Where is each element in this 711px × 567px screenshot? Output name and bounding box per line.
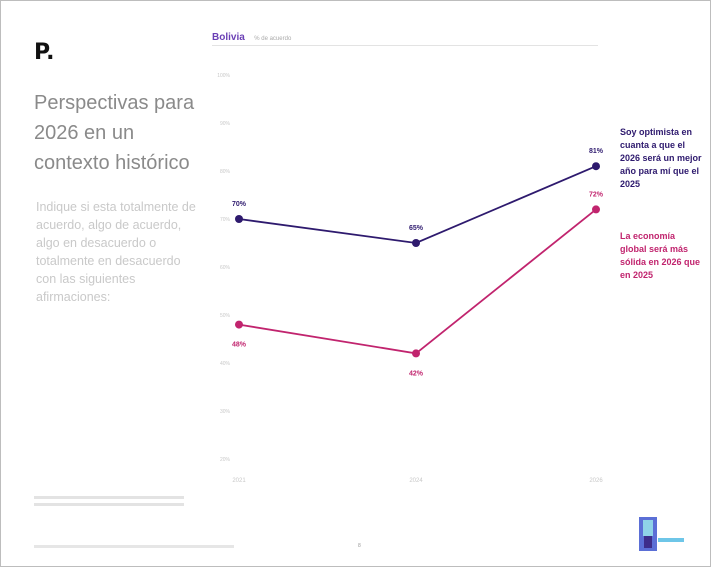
brand-mark: P. [34,40,55,65]
y-tick-label: 40% [220,361,231,367]
x-tick-label: 2024 [409,478,423,484]
x-tick-label: 2026 [589,478,603,484]
y-tick-label: 70% [220,217,231,223]
data-label: 42% [409,370,424,377]
legend-series-optimism: Soy optimista en cuanta a que el 2026 se… [620,127,702,189]
data-point [412,239,420,247]
question-text: Indique si esta totalmente de acuerdo, a… [36,200,196,304]
data-label: 48% [232,342,247,349]
y-tick-label: 60% [220,265,231,271]
y-tick-label: 50% [220,313,231,319]
source-note [34,494,184,510]
data-label: 65% [409,225,424,232]
page-number: 8 [358,543,361,549]
chart-header: Bolivia % de acuerdo [212,27,598,46]
data-point [235,320,243,329]
y-tick-label: 100% [217,73,230,79]
data-label: 72% [589,191,604,198]
data-point [235,215,243,223]
legend-series-economy: La economía global será más sólida en 20… [620,231,701,280]
y-tick-label: 90% [220,121,231,127]
y-tick-label: 20% [220,457,231,463]
data-label: 70% [232,201,247,208]
source-line [34,503,184,506]
page-title: Perspectivas para 2026 en un contexto hi… [34,92,195,174]
data-point [592,205,600,214]
x-tick-label: 2021 [232,478,246,484]
data-point [592,162,600,171]
y-tick-label: 80% [220,169,231,175]
source-line [34,496,184,499]
brand-logo-icon [639,517,684,551]
y-tick-label: 30% [220,409,231,415]
data-point [412,349,420,358]
chart-country: Bolivia [212,32,245,43]
data-label: 81% [589,148,604,155]
footer-text [34,544,234,549]
chart-unit: % de acuerdo [254,36,292,42]
